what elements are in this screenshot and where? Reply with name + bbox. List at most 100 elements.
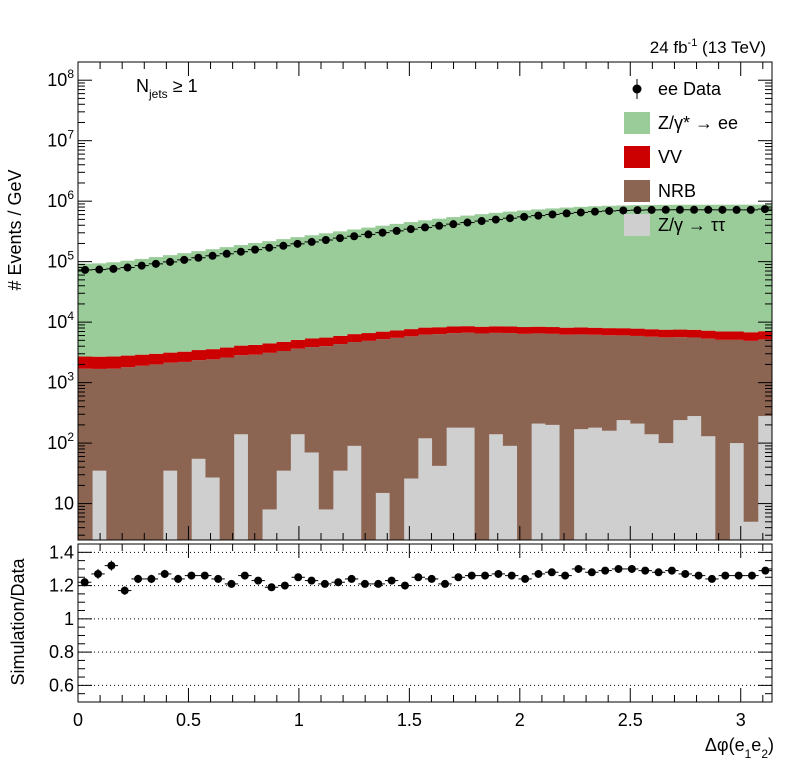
ratio-point-15 bbox=[280, 581, 289, 590]
bar-vv-11 bbox=[233, 345, 249, 356]
bar-zee-6 bbox=[162, 255, 178, 353]
data-point-34 bbox=[562, 209, 571, 218]
ratio-y-tick-label-0: 0.6 bbox=[49, 675, 74, 695]
data-point-26 bbox=[449, 220, 458, 229]
bar-nrb-34 bbox=[559, 334, 575, 540]
bar-nrb-31 bbox=[517, 333, 532, 540]
bar-zee-45 bbox=[715, 204, 730, 332]
data-point-5 bbox=[151, 259, 160, 268]
data-point-8 bbox=[194, 253, 203, 262]
data-point-38 bbox=[619, 206, 628, 215]
data-point-10 bbox=[222, 249, 231, 258]
bar-vv-13 bbox=[262, 343, 277, 353]
x-tick-label-4: 2 bbox=[515, 710, 525, 730]
bar-nrb-44 bbox=[701, 338, 716, 437]
bar-zee-10 bbox=[219, 247, 235, 348]
bar-zee-28 bbox=[474, 214, 490, 327]
data-point-13 bbox=[265, 243, 274, 252]
bar-vv-14 bbox=[276, 341, 291, 351]
bar-z-13 bbox=[262, 509, 277, 540]
x-tick-label-5: 2.5 bbox=[618, 710, 643, 730]
x-tick-label-6: 3 bbox=[736, 710, 746, 730]
bar-nrb-33 bbox=[545, 333, 560, 425]
bar-z-26 bbox=[446, 427, 461, 540]
bar-zee-17 bbox=[318, 233, 334, 338]
bar-nrb-45 bbox=[715, 339, 730, 540]
bar-nrb-39 bbox=[630, 335, 645, 424]
y-tick-label-5: 106 bbox=[47, 188, 74, 211]
bar-nrb-19 bbox=[347, 342, 362, 446]
ratio-point-35 bbox=[547, 568, 556, 577]
stacked-histogram bbox=[78, 204, 773, 540]
legend-swatch-4 bbox=[624, 214, 650, 236]
bar-zee-20 bbox=[361, 227, 376, 334]
legend-entry-3: NRB bbox=[624, 180, 696, 202]
bar-zee-47 bbox=[743, 204, 759, 333]
y-axis-ticks: 10 102 103 104 105 106 107 108 bbox=[47, 61, 772, 536]
bar-vv-1 bbox=[92, 356, 107, 369]
ratio-point-32 bbox=[507, 571, 516, 580]
bar-nrb-16 bbox=[304, 347, 320, 453]
bar-nrb-7 bbox=[177, 361, 192, 540]
bar-nrb-15 bbox=[290, 348, 306, 435]
ratio-point-10 bbox=[214, 574, 223, 583]
ratio-point-28 bbox=[454, 573, 463, 582]
ratio-point-26 bbox=[427, 574, 436, 583]
ratio-grid-lines bbox=[78, 551, 772, 686]
bar-z-24 bbox=[417, 438, 433, 540]
legend-swatch-2 bbox=[624, 146, 650, 168]
x-tick-label-1: 0.5 bbox=[176, 710, 201, 730]
ratio-point-2 bbox=[107, 561, 116, 570]
ratio-point-21 bbox=[360, 579, 369, 588]
ratio-point-9 bbox=[200, 571, 209, 580]
legend-label-1: Z/γ* → ee bbox=[658, 113, 738, 133]
bar-vv-33 bbox=[545, 327, 560, 334]
bar-nrb-43 bbox=[687, 337, 702, 417]
ratio-point-34 bbox=[534, 569, 543, 578]
bar-vv-2 bbox=[106, 356, 121, 369]
data-point-19 bbox=[350, 232, 359, 241]
data-point-27 bbox=[463, 218, 472, 227]
legend-entry-1: Z/γ* → ee bbox=[624, 112, 738, 134]
bar-vv-10 bbox=[219, 347, 235, 358]
bar-nrb-42 bbox=[672, 337, 688, 421]
ratio-point-16 bbox=[294, 573, 303, 582]
bar-zee-30 bbox=[502, 211, 518, 327]
data-point-41 bbox=[661, 205, 670, 214]
legend-marker-0 bbox=[632, 84, 642, 94]
bar-zee-19 bbox=[347, 229, 362, 335]
bar-vv-22 bbox=[389, 330, 405, 338]
bar-zee-23 bbox=[403, 222, 419, 330]
ratio-point-39 bbox=[601, 566, 610, 575]
ratio-panel-frame bbox=[77, 543, 773, 703]
ratio-point-0 bbox=[80, 578, 89, 587]
bar-zee-39 bbox=[630, 205, 645, 329]
bar-zee-12 bbox=[247, 243, 263, 345]
bar-zee-22 bbox=[389, 223, 405, 331]
data-point-22 bbox=[392, 226, 401, 235]
bar-vv-4 bbox=[134, 354, 150, 366]
bar-zee-27 bbox=[460, 215, 475, 327]
data-point-48 bbox=[760, 205, 769, 214]
data-point-28 bbox=[477, 217, 486, 226]
data-point-43 bbox=[690, 205, 699, 214]
ratio-point-24 bbox=[400, 581, 409, 590]
x-tick-label-2: 1 bbox=[294, 710, 304, 730]
bar-vv-26 bbox=[446, 326, 461, 334]
data-point-20 bbox=[364, 230, 373, 239]
data-point-1 bbox=[95, 265, 104, 274]
data-point-17 bbox=[321, 236, 330, 245]
bar-vv-41 bbox=[658, 329, 674, 338]
ratio-y-axis-ticks: 0.6 0.8 1 1.2 1.4 bbox=[49, 542, 772, 695]
bar-vv-3 bbox=[120, 355, 136, 368]
data-point-15 bbox=[293, 239, 302, 248]
bar-z-19 bbox=[347, 445, 362, 540]
bar-zee-11 bbox=[233, 245, 249, 346]
bar-zee-31 bbox=[517, 210, 532, 328]
ratio-point-45 bbox=[681, 569, 690, 578]
ratio-point-29 bbox=[467, 571, 476, 580]
bar-vv-39 bbox=[630, 328, 645, 336]
bar-vv-37 bbox=[602, 328, 617, 336]
bar-z-25 bbox=[432, 465, 447, 540]
data-point-24 bbox=[421, 223, 429, 232]
